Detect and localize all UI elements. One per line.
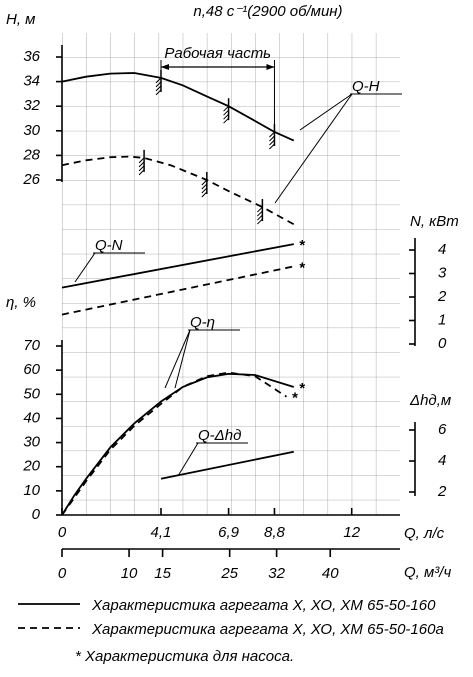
- legend-label: Характеристика агрегата Х, ХО, ХМ 65-50-…: [91, 597, 436, 614]
- footnote-text: Характеристика для насоса.: [84, 648, 294, 665]
- x2-tick-label: 25: [220, 565, 238, 582]
- y3-axis-label: N, кВт: [410, 213, 459, 230]
- hatch: [269, 131, 275, 138]
- hatch: [223, 109, 229, 116]
- y-axis-label: H, м: [6, 11, 35, 28]
- hatch: [223, 105, 229, 112]
- grid: [62, 33, 400, 515]
- leader: [174, 329, 191, 389]
- x2-tick-label: 10: [121, 565, 138, 582]
- y-tick-label: 30: [23, 122, 40, 139]
- hatch: [155, 89, 162, 96]
- y2-tick-label: 40: [23, 409, 40, 426]
- chart-title: n,48 с⁻¹(2900 об/мин): [193, 3, 342, 20]
- curve-label: Q-Δhд: [198, 427, 241, 444]
- y-tick-label: 34: [23, 73, 40, 90]
- hatch: [269, 143, 275, 150]
- pump-marker: *: [299, 259, 306, 276]
- curve: [61, 265, 294, 316]
- y2-tick-label: 70: [23, 337, 40, 354]
- curve: [61, 72, 295, 142]
- x2-tick-label: 40: [322, 565, 339, 582]
- y4-tick-label: 6: [438, 421, 447, 438]
- x-tick-label: 0: [58, 524, 67, 541]
- hatch: [257, 210, 263, 217]
- y4-tick-label: 2: [437, 483, 447, 500]
- leader: [299, 93, 353, 131]
- hatch: [223, 117, 229, 124]
- hatch: [155, 85, 162, 92]
- curve-label: Q-η: [190, 314, 215, 331]
- x-tick-label: 8,8: [264, 524, 286, 541]
- y-tick-label: 36: [23, 48, 40, 65]
- y-tick-label: 26: [22, 171, 40, 188]
- hatch: [138, 157, 145, 164]
- leader: [177, 442, 199, 477]
- curve: [160, 450, 294, 480]
- hatch: [155, 77, 162, 84]
- y3-tick-label: 4: [438, 241, 446, 258]
- y2-tick-label: 50: [23, 385, 40, 402]
- leader: [164, 329, 191, 389]
- hatch: [201, 187, 208, 194]
- x2-tick-label: 32: [268, 565, 285, 582]
- hatch: [138, 169, 145, 176]
- y2-tick-label: 10: [23, 482, 40, 499]
- y-tick-label: 32: [23, 97, 40, 114]
- y2-tick-label: 20: [22, 458, 40, 475]
- curve: [61, 371, 287, 516]
- pump-marker: *: [299, 380, 306, 397]
- y2-axis-label: η, %: [6, 294, 36, 311]
- leader: [74, 252, 96, 283]
- x-axis-label: Q, л/с: [404, 525, 445, 542]
- working-range-label: Рабочая часть: [164, 45, 271, 62]
- x-tick-label: 6,9: [218, 524, 240, 541]
- y2-tick-label: 30: [23, 434, 40, 451]
- x-tick-label: 4,1: [151, 524, 172, 541]
- hatch: [269, 135, 275, 142]
- hatch: [201, 179, 208, 186]
- hatch: [257, 214, 263, 221]
- curve: [61, 155, 295, 226]
- y3-tick-label: 3: [438, 264, 447, 281]
- hatch: [138, 161, 145, 168]
- hatch: [138, 165, 145, 172]
- hatch: [201, 183, 208, 190]
- footnote: * Характеристика для насоса.: [75, 648, 294, 665]
- x-tick-label: 12: [343, 524, 360, 541]
- hatch: [257, 206, 263, 213]
- curve-label: Q-H: [352, 78, 380, 95]
- y4-tick-label: 4: [438, 452, 446, 469]
- hatch: [155, 81, 162, 88]
- x2-tick-label: 0: [58, 565, 67, 582]
- y3-tick-label: 0: [438, 335, 447, 352]
- x2-tick-label: 15: [154, 565, 171, 582]
- hatch: [201, 191, 208, 198]
- hatch: [269, 139, 275, 146]
- y3-tick-label: 1: [438, 311, 446, 328]
- y2-tick-label: 60: [23, 361, 40, 378]
- leader: [274, 93, 353, 204]
- legend-label: Характеристика агрегата Х, ХО, ХМ 65-50-…: [91, 621, 444, 638]
- pump-marker: *: [292, 390, 299, 407]
- y2-tick-label: 0: [32, 506, 41, 523]
- hatch: [257, 218, 263, 225]
- y4-axis-label: Δhд,м: [409, 392, 451, 409]
- pump-marker: *: [299, 237, 306, 254]
- x2-axis-label: Q, м³/ч: [404, 564, 451, 581]
- pump-marker: *: [75, 648, 82, 665]
- curve-label: Q-N: [95, 237, 123, 254]
- y3-tick-label: 2: [437, 288, 447, 305]
- y-tick-label: 28: [22, 146, 40, 163]
- hatch: [223, 113, 229, 120]
- curve: [61, 243, 294, 289]
